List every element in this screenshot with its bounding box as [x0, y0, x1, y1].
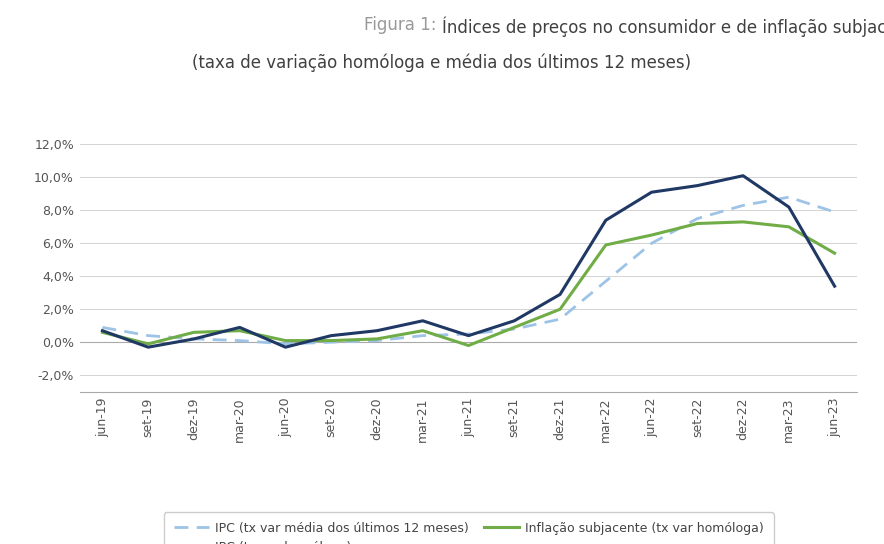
Legend: IPC (tx var média dos últimos 12 meses), IPC (tx var homóloga), Inflação subjace: IPC (tx var média dos últimos 12 meses),… [164, 512, 773, 544]
Text: Índices de preços no consumidor e de inflação subjacente: Índices de preços no consumidor e de inf… [442, 16, 884, 37]
Text: Figura 1:: Figura 1: [364, 16, 442, 34]
Text: (taxa de variação homóloga e média dos últimos 12 meses): (taxa de variação homóloga e média dos ú… [193, 53, 691, 72]
